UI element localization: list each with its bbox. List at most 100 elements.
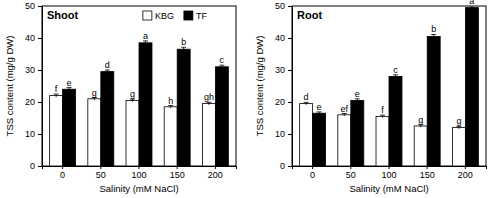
y-tick-mark	[38, 6, 42, 7]
error-bar	[168, 106, 173, 109]
legend-label: TF	[196, 11, 207, 21]
y-tick: 40	[25, 33, 42, 43]
error-bar	[469, 6, 474, 10]
significance-letter: gh	[204, 92, 214, 102]
error-line	[471, 6, 472, 10]
x-tick-mark	[139, 166, 140, 169]
y-tick-label: 30	[25, 65, 35, 75]
x-tick-label: 100	[131, 170, 146, 180]
error-line	[183, 47, 184, 51]
significance-letter: g	[418, 115, 423, 125]
x-tick-label: 50	[96, 170, 106, 180]
legend-swatch	[184, 11, 193, 20]
error-bar	[418, 125, 423, 128]
significance-letter: h	[168, 96, 173, 106]
bar	[126, 100, 139, 166]
x-tick-mark	[427, 166, 428, 169]
y-tick-label: 10	[275, 129, 285, 139]
y-tick-mark	[38, 166, 42, 167]
x-tick-label: 150	[420, 170, 435, 180]
x-tick: 0	[310, 166, 315, 180]
error-line	[107, 70, 108, 73]
x-tick: 100	[131, 166, 146, 180]
significance-letter: e	[355, 89, 360, 99]
y-tick-mark	[38, 102, 42, 103]
y-tick-label: 40	[25, 33, 35, 43]
error-bar	[219, 65, 224, 68]
error-line	[433, 34, 434, 38]
error-bar	[105, 70, 110, 73]
y-tick: 20	[275, 97, 292, 107]
y-tick: 30	[275, 65, 292, 75]
significance-letter: b	[181, 37, 186, 47]
letters: deffggeecba	[304, 0, 475, 126]
significance-letter: c	[393, 65, 398, 75]
significance-letter: ef	[341, 104, 349, 114]
x-axis-line	[43, 167, 237, 170]
bar	[452, 128, 465, 166]
error-line	[145, 41, 146, 45]
bar	[313, 113, 326, 166]
bar	[338, 115, 351, 166]
y-tick: 10	[25, 129, 42, 139]
x-tick: 100	[381, 166, 396, 180]
bar	[465, 8, 478, 166]
y-tick: 50	[25, 1, 42, 11]
x-tick-mark	[215, 166, 216, 169]
significance-letter: d	[105, 60, 110, 70]
panel: 01020304050050100150200deffggeecbaRootSa…	[254, 0, 487, 194]
error-line	[357, 99, 358, 102]
plot-frame	[292, 6, 486, 166]
x-tick: 50	[96, 166, 106, 180]
significance-letter: e	[317, 102, 322, 112]
error-line	[69, 88, 70, 91]
x-axis-title: Salinity (mM NaCl)	[349, 183, 428, 194]
x-tick-label: 200	[208, 170, 223, 180]
legend: KBG TF	[143, 11, 208, 21]
bars	[300, 6, 479, 166]
x-axis: 050100150200	[43, 166, 237, 180]
y-tick-label: 40	[275, 33, 285, 43]
significance-letter: f	[55, 84, 58, 94]
bar	[139, 43, 152, 166]
y-axis-title: TSS content (mg/g DW)	[254, 36, 265, 137]
y-tick-mark	[288, 6, 292, 7]
y-tick-mark	[288, 70, 292, 71]
significance-letter: g	[456, 116, 461, 126]
error-cap	[469, 6, 474, 7]
y-tick-label: 20	[25, 97, 35, 107]
y-tick: 0	[30, 161, 42, 171]
y-tick: 30	[25, 65, 42, 75]
error-line	[56, 94, 57, 97]
x-tick-mark	[465, 166, 466, 169]
error-bar	[304, 102, 309, 105]
error-bar	[355, 99, 360, 102]
bar	[376, 116, 389, 166]
y-tick: 20	[25, 97, 42, 107]
y-tick: 10	[275, 129, 292, 139]
significance-letter: f	[381, 105, 384, 115]
significance-letter: d	[304, 92, 309, 102]
x-tick-label: 0	[310, 170, 315, 180]
y-tick-mark	[288, 166, 292, 167]
error-bar	[431, 34, 436, 38]
bar	[202, 104, 215, 166]
bar	[300, 104, 313, 166]
y-tick-mark	[38, 38, 42, 39]
bars	[50, 41, 229, 166]
x-tick-label: 0	[60, 170, 65, 180]
y-tick-mark	[288, 102, 292, 103]
error-bar	[181, 47, 186, 51]
error-bar	[317, 112, 322, 115]
error-bar	[143, 41, 148, 45]
x-tick: 200	[458, 166, 473, 180]
error-bar	[456, 126, 461, 129]
x-axis: 050100150200	[293, 166, 487, 180]
bar	[164, 107, 177, 166]
legend-label: KBG	[155, 11, 174, 21]
y-tick-label: 0	[30, 161, 35, 171]
panel: 01020304050050100150200fgghghedabcShootS…	[4, 1, 237, 194]
bar	[177, 49, 190, 166]
y-tick-label: 50	[25, 1, 35, 11]
bar	[427, 36, 440, 166]
